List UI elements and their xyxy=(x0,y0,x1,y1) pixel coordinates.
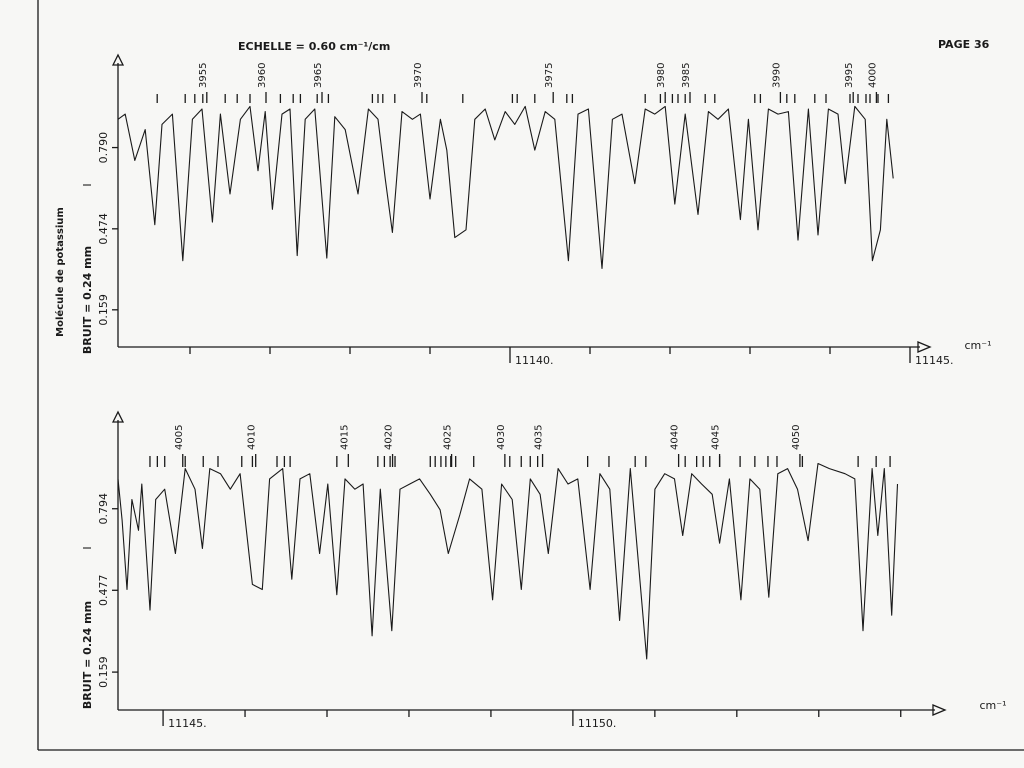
line-label: 4000 xyxy=(867,63,878,88)
x-tick-label: 11150. xyxy=(578,717,617,730)
intensity-symbol: I xyxy=(81,546,94,549)
line-label: 3955 xyxy=(198,63,209,88)
x-tick-label: 11145. xyxy=(915,354,954,367)
x-axis-arrow xyxy=(932,704,947,716)
line-label: 3985 xyxy=(681,63,692,88)
y-tick-label: 0.477 xyxy=(97,575,110,607)
line-label: 4035 xyxy=(534,425,545,450)
x-unit: cm⁻¹ xyxy=(980,699,1007,712)
page-number: PAGE 36 xyxy=(938,38,990,51)
line-label: 3995 xyxy=(844,63,855,88)
y-tick-label: 0.159 xyxy=(97,294,110,326)
y-tick-label: 0.474 xyxy=(97,213,110,245)
line-label: 3975 xyxy=(544,63,555,88)
y-tick-label: 0.790 xyxy=(97,132,110,164)
line-label: 3960 xyxy=(257,63,268,88)
y-axis-arrow xyxy=(111,410,125,423)
line-label: 3970 xyxy=(413,63,424,88)
side-label: Molécule de potassium xyxy=(54,207,66,337)
scale-label: ECHELLE = 0.60 cm⁻¹/cm xyxy=(238,40,390,53)
line-label: 4025 xyxy=(443,425,454,450)
x-axis-arrow xyxy=(917,341,932,353)
y-axis-label: BRUIT = 0.24 mm xyxy=(81,601,94,709)
line-label: 4050 xyxy=(791,425,802,450)
line-label: 4005 xyxy=(174,425,185,450)
line-label: 4010 xyxy=(247,425,258,450)
line-label: 4045 xyxy=(711,425,722,450)
line-label: 4030 xyxy=(496,425,507,450)
line-label: 4020 xyxy=(384,425,395,450)
y-tick-label: 0.159 xyxy=(97,656,110,688)
x-tick-label: 11145. xyxy=(168,717,207,730)
x-tick-label: 11140. xyxy=(515,354,554,367)
line-label: 3965 xyxy=(313,63,324,88)
x-unit: cm⁻¹ xyxy=(965,339,992,352)
line-label: 3990 xyxy=(771,63,782,88)
y-axis-label: BRUIT = 0.24 mm xyxy=(81,246,94,354)
line-label: 4015 xyxy=(339,425,350,450)
intensity-symbol: I xyxy=(81,183,94,186)
spectrum-line xyxy=(117,462,899,660)
line-label: 4040 xyxy=(670,425,681,450)
spectrum-line xyxy=(117,105,894,269)
y-tick-label: 0.794 xyxy=(97,493,110,525)
line-label: 3980 xyxy=(656,63,667,88)
y-axis-arrow xyxy=(111,53,125,66)
